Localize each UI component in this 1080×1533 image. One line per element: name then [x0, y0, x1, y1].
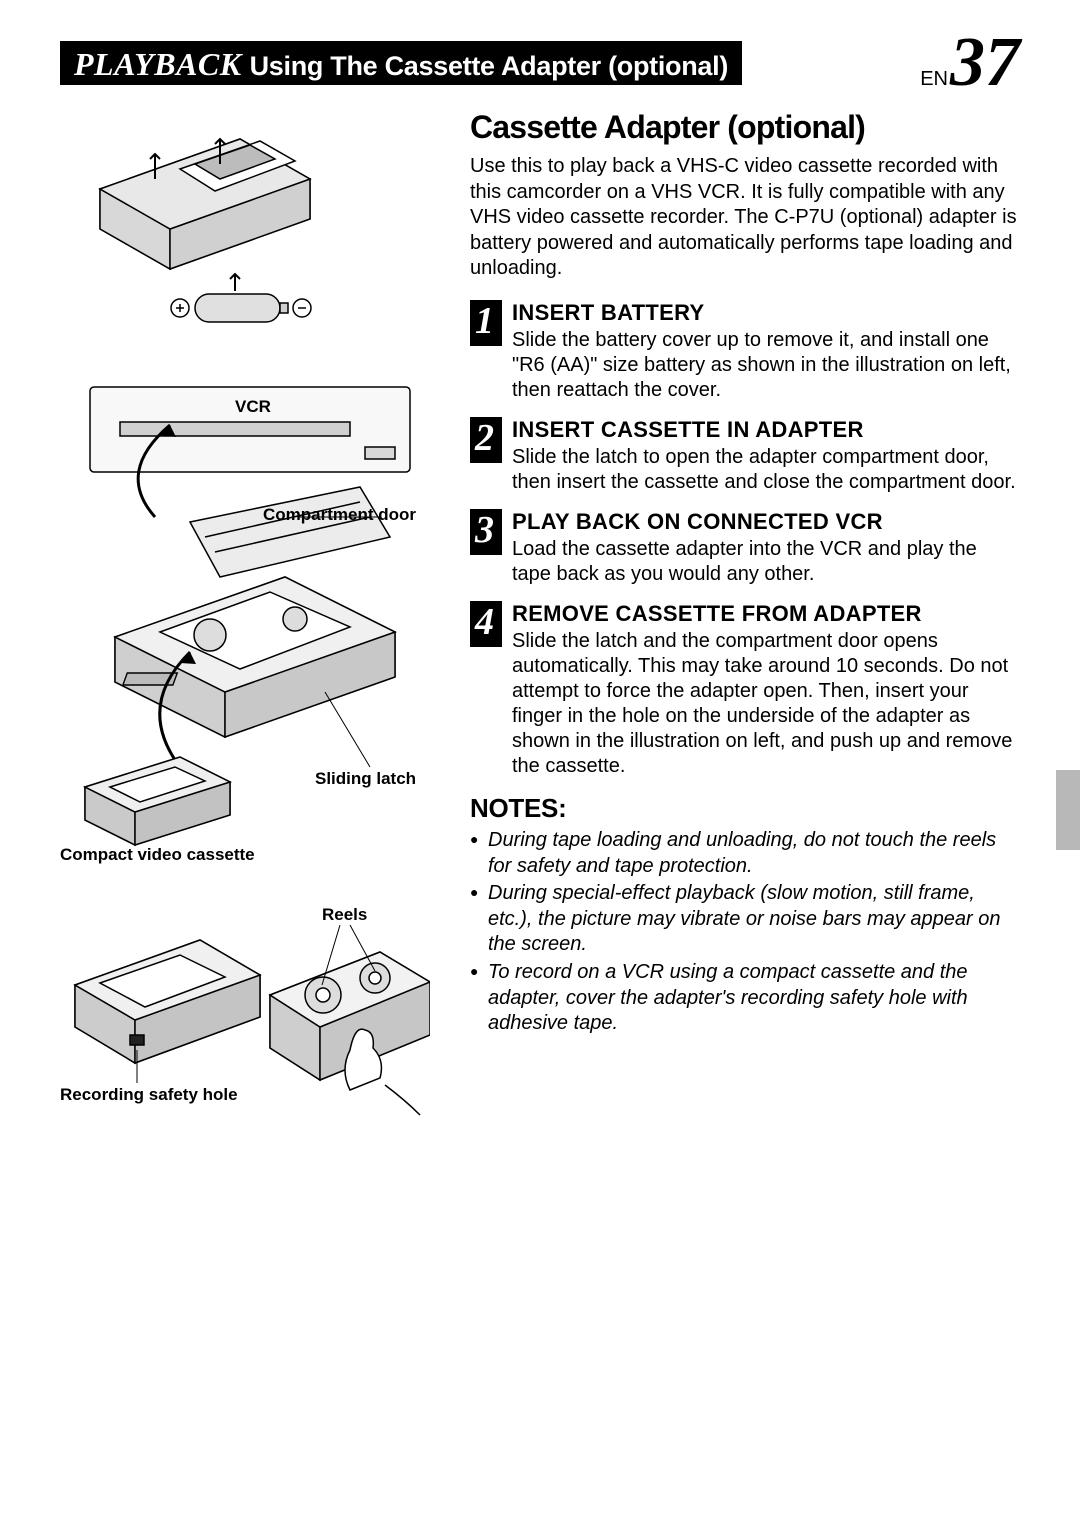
step-number: 2 [470, 417, 502, 463]
step-heading: INSERT BATTERY [512, 300, 1020, 326]
note-item: During special-effect playback (slow mot… [470, 881, 1020, 958]
step-2: 2 INSERT CASSETTE IN ADAPTER Slide the l… [470, 417, 1020, 495]
header-black-bar: PLAYBACK Using The Cassette Adapter (opt… [60, 41, 742, 85]
step-number: 1 [470, 300, 502, 346]
page-edge-tab [1056, 770, 1080, 850]
step-heading: REMOVE CASSETTE FROM ADAPTER [512, 601, 1020, 627]
page-header: PLAYBACK Using The Cassette Adapter (opt… [60, 35, 1020, 91]
step-heading: PLAY BACK ON CONNECTED VCR [512, 509, 1020, 535]
header-category: PLAYBACK [74, 46, 242, 83]
page-number: 37 [950, 35, 1020, 91]
page-number-group: EN 37 [920, 35, 1020, 91]
reels-label: Reels [322, 905, 367, 925]
header-subtitle: Using The Cassette Adapter (optional) [250, 51, 728, 82]
recording-hole-label: Recording safety hole [60, 1085, 238, 1105]
step-1: 1 INSERT BATTERY Slide the battery cover… [470, 300, 1020, 403]
sliding-latch-label: Sliding latch [315, 769, 416, 789]
vcr-adapter-illustration: VCR Compartment door Sliding latch Compa… [60, 377, 430, 867]
notes-list: During tape loading and unloading, do no… [470, 828, 1020, 1037]
step-3: 3 PLAY BACK ON CONNECTED VCR Load the ca… [470, 509, 1020, 587]
step-text: Load the cassette adapter into the VCR a… [512, 537, 1020, 587]
compartment-door-label: Compartment door [263, 505, 416, 525]
battery-illustration [60, 109, 430, 349]
compact-cassette-label: Compact video cassette [60, 845, 255, 865]
step-text: Slide the latch to open the adapter comp… [512, 445, 1020, 495]
notes-heading: NOTES: [470, 793, 1020, 824]
step-text: Slide the battery cover up to remove it,… [512, 328, 1020, 403]
main-content: VCR Compartment door Sliding latch Compa… [60, 109, 1020, 1163]
step-number: 3 [470, 509, 502, 555]
step-number: 4 [470, 601, 502, 647]
illustrations-column: VCR Compartment door Sliding latch Compa… [60, 109, 430, 1163]
note-item: To record on a VCR using a compact casse… [470, 960, 1020, 1037]
note-item: During tape loading and unloading, do no… [470, 828, 1020, 879]
section-intro: Use this to play back a VHS-C video cass… [470, 154, 1020, 282]
reels-illustration: Reels Recording safety hole [60, 895, 430, 1135]
step-4: 4 REMOVE CASSETTE FROM ADAPTER Slide the… [470, 601, 1020, 779]
text-column: Cassette Adapter (optional) Use this to … [450, 109, 1020, 1163]
page-lang: EN [920, 68, 948, 91]
step-heading: INSERT CASSETTE IN ADAPTER [512, 417, 1020, 443]
step-text: Slide the latch and the compartment door… [512, 629, 1020, 779]
vcr-label: VCR [235, 397, 271, 417]
section-title: Cassette Adapter (optional) [470, 109, 1020, 146]
